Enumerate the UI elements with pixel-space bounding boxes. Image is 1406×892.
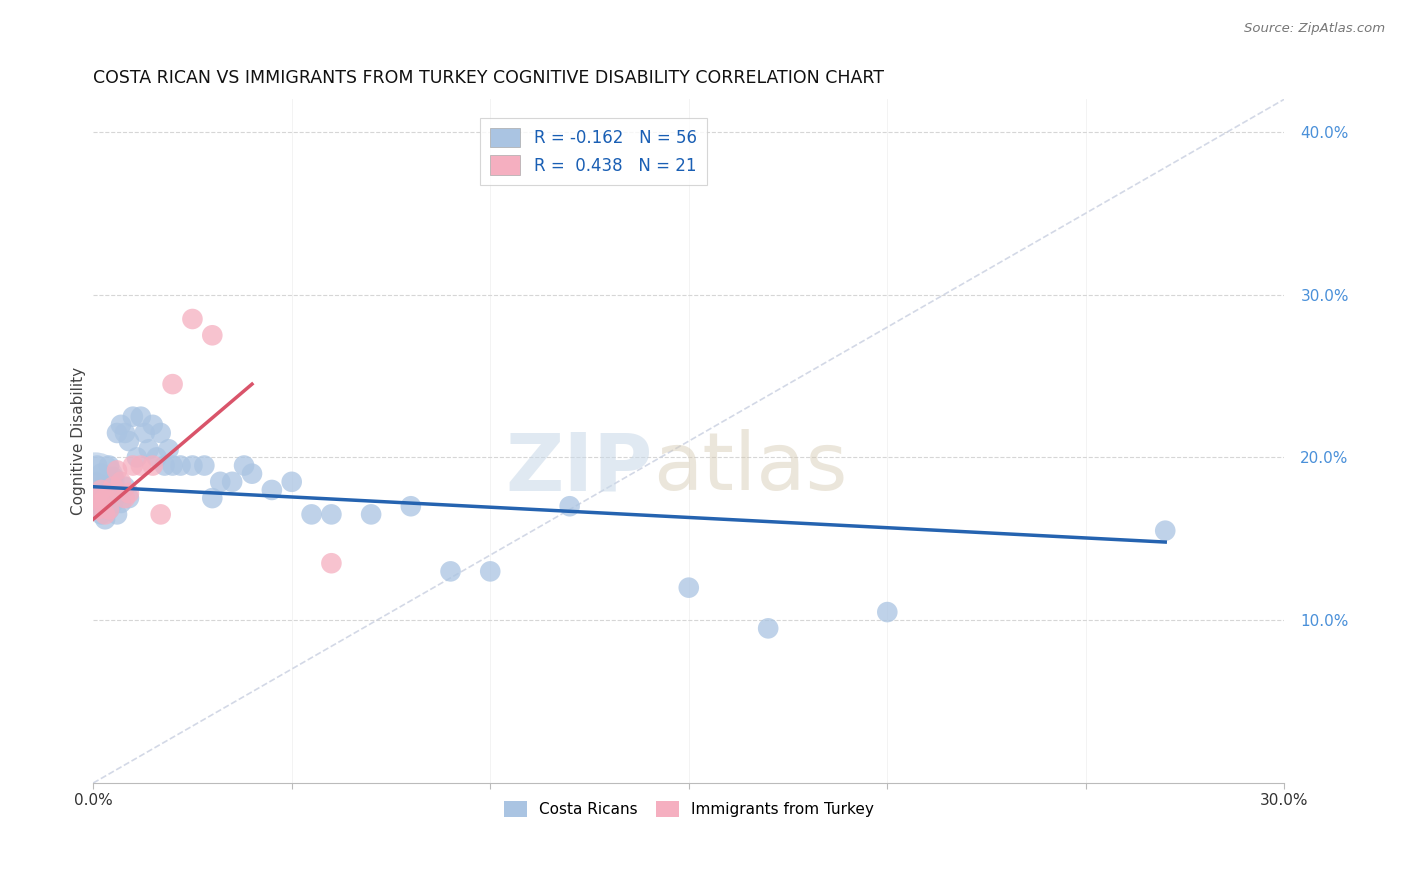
Point (360, 508, 382, 522)
Point (1154, 524, 1177, 538)
Point (90, 483, 112, 497)
Point (86, 502, 108, 516)
Point (110, 496, 132, 510)
Text: Source: ZipAtlas.com: Source: ZipAtlas.com (1244, 22, 1385, 36)
Point (98, 502, 121, 516)
Point (142, 417, 165, 432)
Point (153, 458, 176, 473)
Point (105, 463, 128, 477)
Point (149, 425, 172, 440)
Text: ZIP: ZIP (506, 429, 652, 508)
Point (86, 458, 108, 473)
Legend: Costa Ricans, Immigrants from Turkey: Costa Ricans, Immigrants from Turkey (498, 795, 880, 823)
Point (558, 500, 581, 514)
Point (240, 467, 263, 481)
Point (201, 491, 224, 505)
Point (399, 500, 422, 514)
Point (94, 512, 117, 526)
Point (209, 475, 232, 489)
Text: atlas: atlas (652, 429, 848, 508)
Point (876, 605, 898, 619)
Point (98, 502, 121, 516)
Point (90, 483, 112, 497)
Point (101, 480, 124, 494)
Text: COSTA RICAN VS IMMIGRANTS FROM TURKEY COGNITIVE DISABILITY CORRELATION CHART: COSTA RICAN VS IMMIGRANTS FROM TURKEY CO… (93, 69, 884, 87)
Point (129, 409, 152, 424)
Point (678, 581, 700, 595)
Point (105, 508, 128, 522)
Point (122, 458, 145, 473)
Point (142, 458, 165, 473)
Point (114, 491, 136, 505)
Point (181, 458, 204, 473)
Point (756, 621, 779, 635)
Point (145, 450, 167, 465)
Point (98, 491, 121, 505)
Point (321, 508, 343, 522)
Point (110, 417, 132, 432)
Point (90, 508, 112, 522)
Point (90, 467, 112, 481)
Point (98, 486, 121, 500)
Point (301, 508, 323, 522)
Point (221, 475, 243, 489)
Point (181, 312, 204, 326)
Point (118, 486, 141, 500)
Point (105, 425, 128, 440)
Point (233, 458, 256, 473)
Point (94, 486, 117, 500)
Point (101, 470, 124, 484)
Point (129, 458, 152, 473)
Point (118, 491, 141, 505)
Point (122, 409, 145, 424)
Point (101, 483, 124, 497)
Point (94, 475, 117, 489)
Point (90, 496, 112, 510)
Point (134, 425, 156, 440)
Point (94, 508, 117, 522)
Point (280, 475, 302, 489)
Point (86, 491, 108, 505)
Point (84, 475, 107, 489)
Point (162, 458, 184, 473)
Point (157, 442, 180, 457)
Point (114, 425, 136, 440)
Point (321, 556, 343, 570)
Point (114, 480, 136, 494)
Point (90, 500, 112, 514)
Point (86, 491, 108, 505)
Point (98, 458, 121, 473)
Point (138, 442, 160, 457)
Point (162, 377, 184, 392)
Point (84, 486, 107, 500)
Point (125, 450, 148, 465)
Point (201, 328, 224, 343)
Point (94, 491, 117, 505)
Point (110, 475, 132, 489)
Point (479, 565, 502, 579)
Point (439, 565, 461, 579)
Point (149, 508, 172, 522)
Point (260, 483, 283, 497)
Y-axis label: Cognitive Disability: Cognitive Disability (72, 367, 86, 516)
Point (101, 496, 124, 510)
Point (193, 458, 215, 473)
Point (86, 475, 108, 489)
Point (169, 458, 191, 473)
Point (118, 434, 141, 449)
